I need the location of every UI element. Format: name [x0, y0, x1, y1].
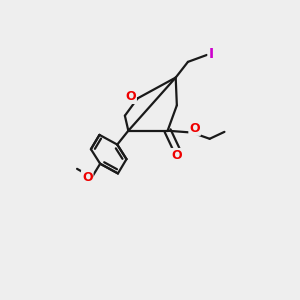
- Text: O: O: [189, 122, 200, 135]
- Text: O: O: [172, 149, 182, 162]
- Text: I: I: [208, 47, 214, 61]
- Text: O: O: [125, 90, 136, 103]
- Text: O: O: [82, 171, 92, 184]
